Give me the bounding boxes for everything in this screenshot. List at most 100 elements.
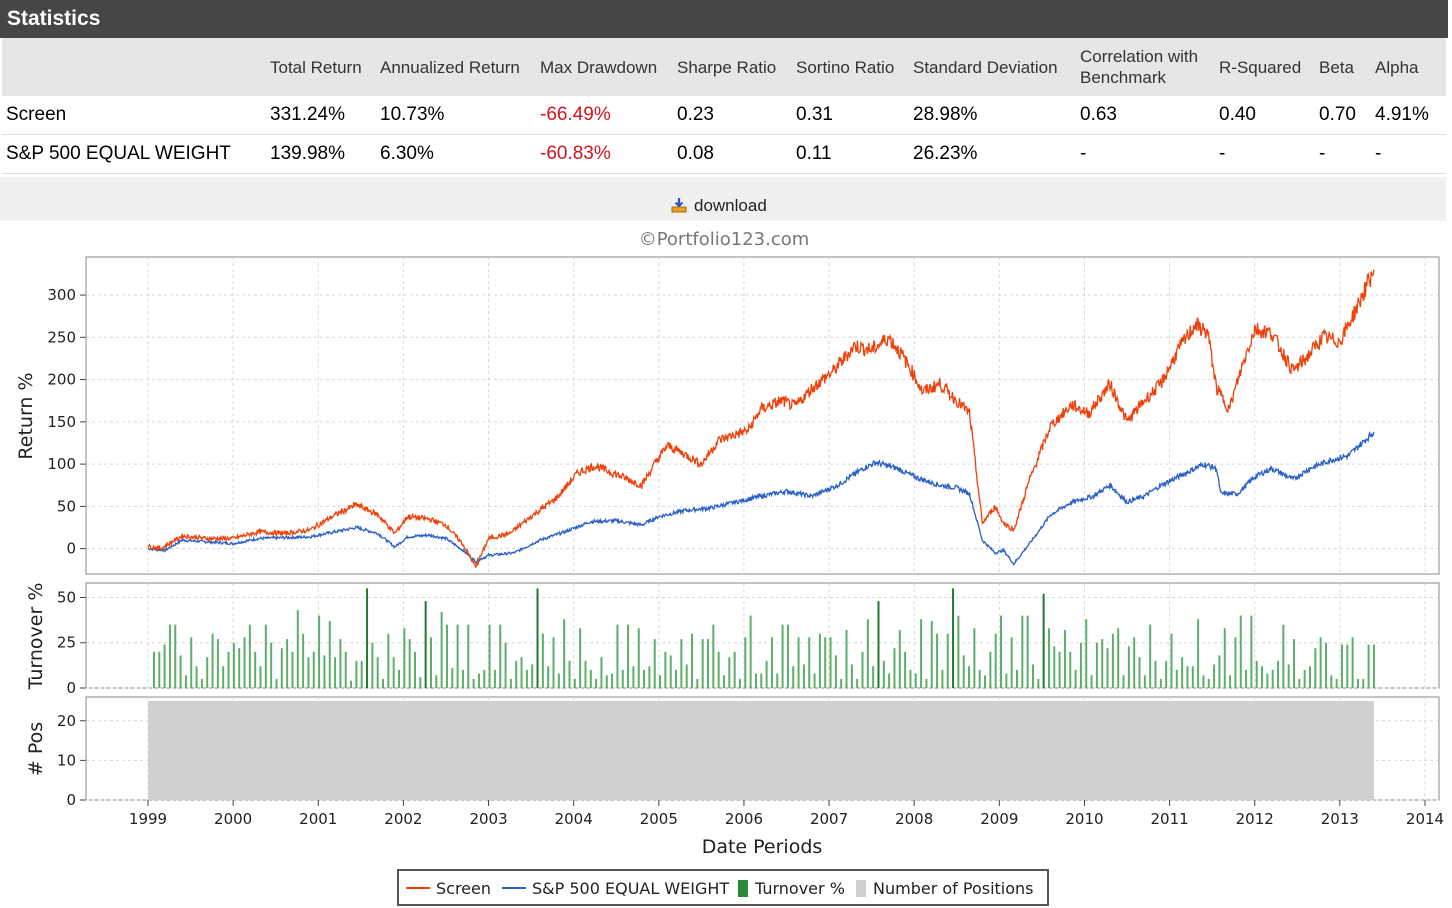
turnover-bar [1037, 678, 1040, 688]
turnover-bar [1271, 669, 1274, 688]
turnover-bar [339, 639, 342, 688]
y-tick-label: 100 [47, 455, 76, 473]
turnover-bar [1170, 633, 1173, 688]
benchmark-return-line [147, 430, 1375, 566]
turnover-bar [280, 648, 283, 688]
turnover-bar [1063, 630, 1066, 688]
turnover-bar [1175, 669, 1178, 688]
turnover-bar [701, 639, 704, 688]
y-tick-label: 50 [57, 588, 76, 606]
turnover-bar [270, 642, 273, 688]
return-panel [85, 256, 1440, 575]
y-tick-label: 150 [47, 413, 76, 431]
turnover-bar [1085, 619, 1088, 688]
download-bar [0, 177, 1446, 221]
legend-label-positions: Number of Positions [873, 879, 1034, 898]
turnover-bar [1282, 624, 1285, 688]
turnover-bar [328, 621, 331, 688]
turnover-bar [291, 651, 294, 688]
turnover-bar [1223, 628, 1226, 688]
turnover-bar [1122, 675, 1125, 688]
y-tick-label: 50 [57, 497, 76, 515]
turnover-bar [499, 624, 502, 688]
y-tick-label: 250 [47, 328, 76, 346]
turnover-bar [1250, 615, 1253, 688]
turnover-bar [989, 651, 992, 688]
turnover-bar [920, 619, 923, 688]
turnover-bar [456, 624, 459, 688]
turnover-bar [206, 657, 209, 688]
statistics-panel: Statistics Total Return Annualized Retur… [0, 0, 1448, 174]
turnover-bar [568, 660, 571, 688]
download-link[interactable]: download [671, 196, 767, 216]
column-header-annualized-return: Annualized Return [376, 38, 536, 96]
turnover-bar [179, 655, 182, 688]
turnover-bar [1234, 637, 1237, 688]
turnover-bar [818, 633, 821, 688]
turnover-bar [589, 669, 592, 688]
turnover-bar [477, 673, 480, 688]
turnover-bar [1324, 642, 1327, 688]
y-axis-label-return: Return % [15, 372, 37, 459]
y-tick-label: 200 [47, 371, 76, 389]
turnover-bar [296, 610, 299, 688]
turnover-bar [968, 666, 971, 688]
turnover-bar [403, 628, 406, 688]
sharpe-ratio-cell: 0.08 [673, 134, 792, 174]
x-tick-label: 2006 [725, 810, 763, 828]
turnover-bar [685, 664, 688, 688]
turnover-bar [1138, 657, 1141, 688]
turnover-bar [675, 669, 678, 688]
turnover-bar [1143, 675, 1146, 688]
turnover-bar [1346, 644, 1349, 688]
turnover-bar [398, 669, 401, 688]
turnover-bar [994, 633, 997, 688]
turnover-bar [1213, 664, 1216, 688]
turnover-bar [696, 678, 699, 688]
turnover-bar [664, 651, 667, 688]
statistics-title: Statistics [0, 0, 1448, 38]
turnover-bar [1079, 642, 1082, 688]
turnover-bar [419, 677, 422, 688]
turnover-bar [1042, 593, 1045, 688]
turnover-bar [254, 651, 257, 688]
r-squared-cell: - [1215, 134, 1315, 174]
turnover-bar [717, 651, 720, 688]
x-tick-label: 1999 [129, 810, 167, 828]
column-header-max-drawdown: Max Drawdown [536, 38, 673, 96]
turnover-bar [307, 657, 310, 688]
turnover-bar [1319, 637, 1322, 688]
turnover-bar [1015, 669, 1018, 688]
turnover-bar [344, 651, 347, 688]
turnover-bar [1239, 615, 1242, 688]
y-tick-label: 20 [57, 712, 76, 730]
turnover-bar [749, 615, 752, 688]
turnover-bar [744, 637, 747, 688]
turnover-bar [493, 669, 496, 688]
turnover-bar [1021, 615, 1024, 688]
statistics-header-row: Total Return Annualized Return Max Drawd… [2, 38, 1446, 96]
table-row: S&P 500 EQUAL WEIGHT 139.98% 6.30% -60.8… [2, 134, 1446, 174]
row-name: Screen [2, 96, 266, 135]
performance-chart: ©Portfolio123.com 1999 2000 2001 2002 2003 20… [15, 229, 1444, 906]
turnover-bar [978, 669, 981, 688]
turnover-bar [515, 660, 518, 688]
turnover-bar [802, 664, 805, 688]
turnover-bar [856, 678, 859, 688]
turnover-bar [552, 637, 555, 688]
sortino-ratio-cell: 0.11 [792, 134, 909, 174]
column-header-correlation: Correlation with Benchmark [1076, 38, 1215, 96]
turnover-bar [163, 644, 166, 688]
turnover-bar [238, 648, 241, 688]
turnover-bar [1053, 646, 1056, 688]
turnover-bar [211, 633, 214, 688]
y-tick-label: 300 [47, 286, 76, 304]
turnover-bar [1159, 678, 1162, 688]
turnover-bar [1154, 660, 1157, 688]
sharpe-ratio-cell: 0.23 [673, 96, 792, 135]
turnover-bar [840, 678, 843, 688]
turnover-bar [1202, 675, 1205, 688]
legend-label-turnover: Turnover % [754, 879, 845, 898]
turnover-bar [1117, 628, 1120, 688]
turnover-bar [318, 615, 321, 688]
